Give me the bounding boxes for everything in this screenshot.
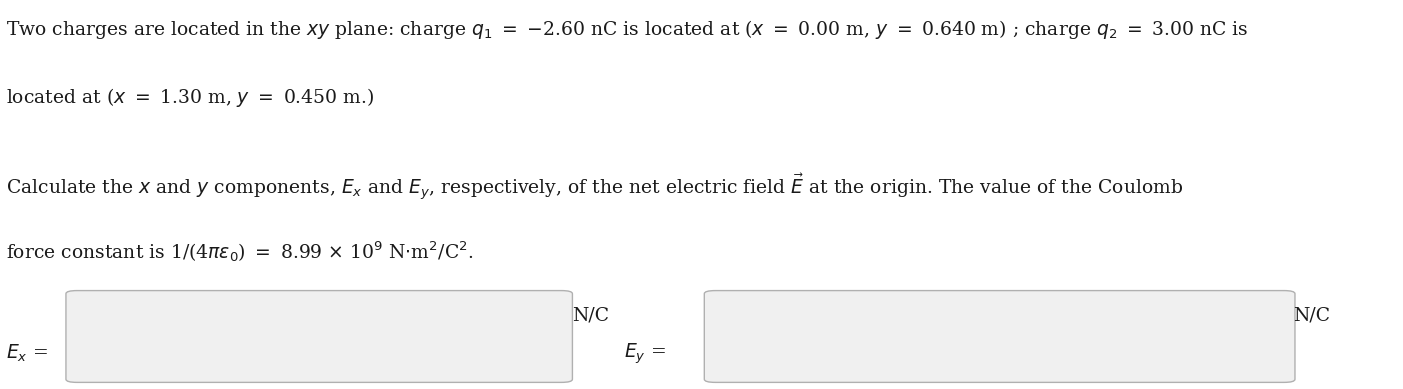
Text: force constant is 1/(4$\pi\epsilon_0$) $=$ 8.99 $\times$ 10$^9$ N$\cdot$m$^2$/C$: force constant is 1/(4$\pi\epsilon_0$) $… xyxy=(6,239,473,264)
Text: N/C: N/C xyxy=(1294,306,1330,324)
Text: N/C: N/C xyxy=(572,306,609,324)
Text: located at ($x$ $=$ 1.30 m, $y$ $=$ 0.450 m.): located at ($x$ $=$ 1.30 m, $y$ $=$ 0.45… xyxy=(6,86,373,109)
Text: $E_x$ =: $E_x$ = xyxy=(6,343,48,364)
Text: $E_y$ =: $E_y$ = xyxy=(624,342,666,366)
FancyBboxPatch shape xyxy=(704,291,1295,382)
Text: Calculate the $x$ and $y$ components, $E_x$ and $E_y$, respectively, of the net : Calculate the $x$ and $y$ components, $E… xyxy=(6,171,1183,202)
Text: Two charges are located in the $xy$ plane: charge $q_1$ $=$ $-$2.60 nC is locate: Two charges are located in the $xy$ plan… xyxy=(6,18,1249,40)
FancyBboxPatch shape xyxy=(66,291,572,382)
